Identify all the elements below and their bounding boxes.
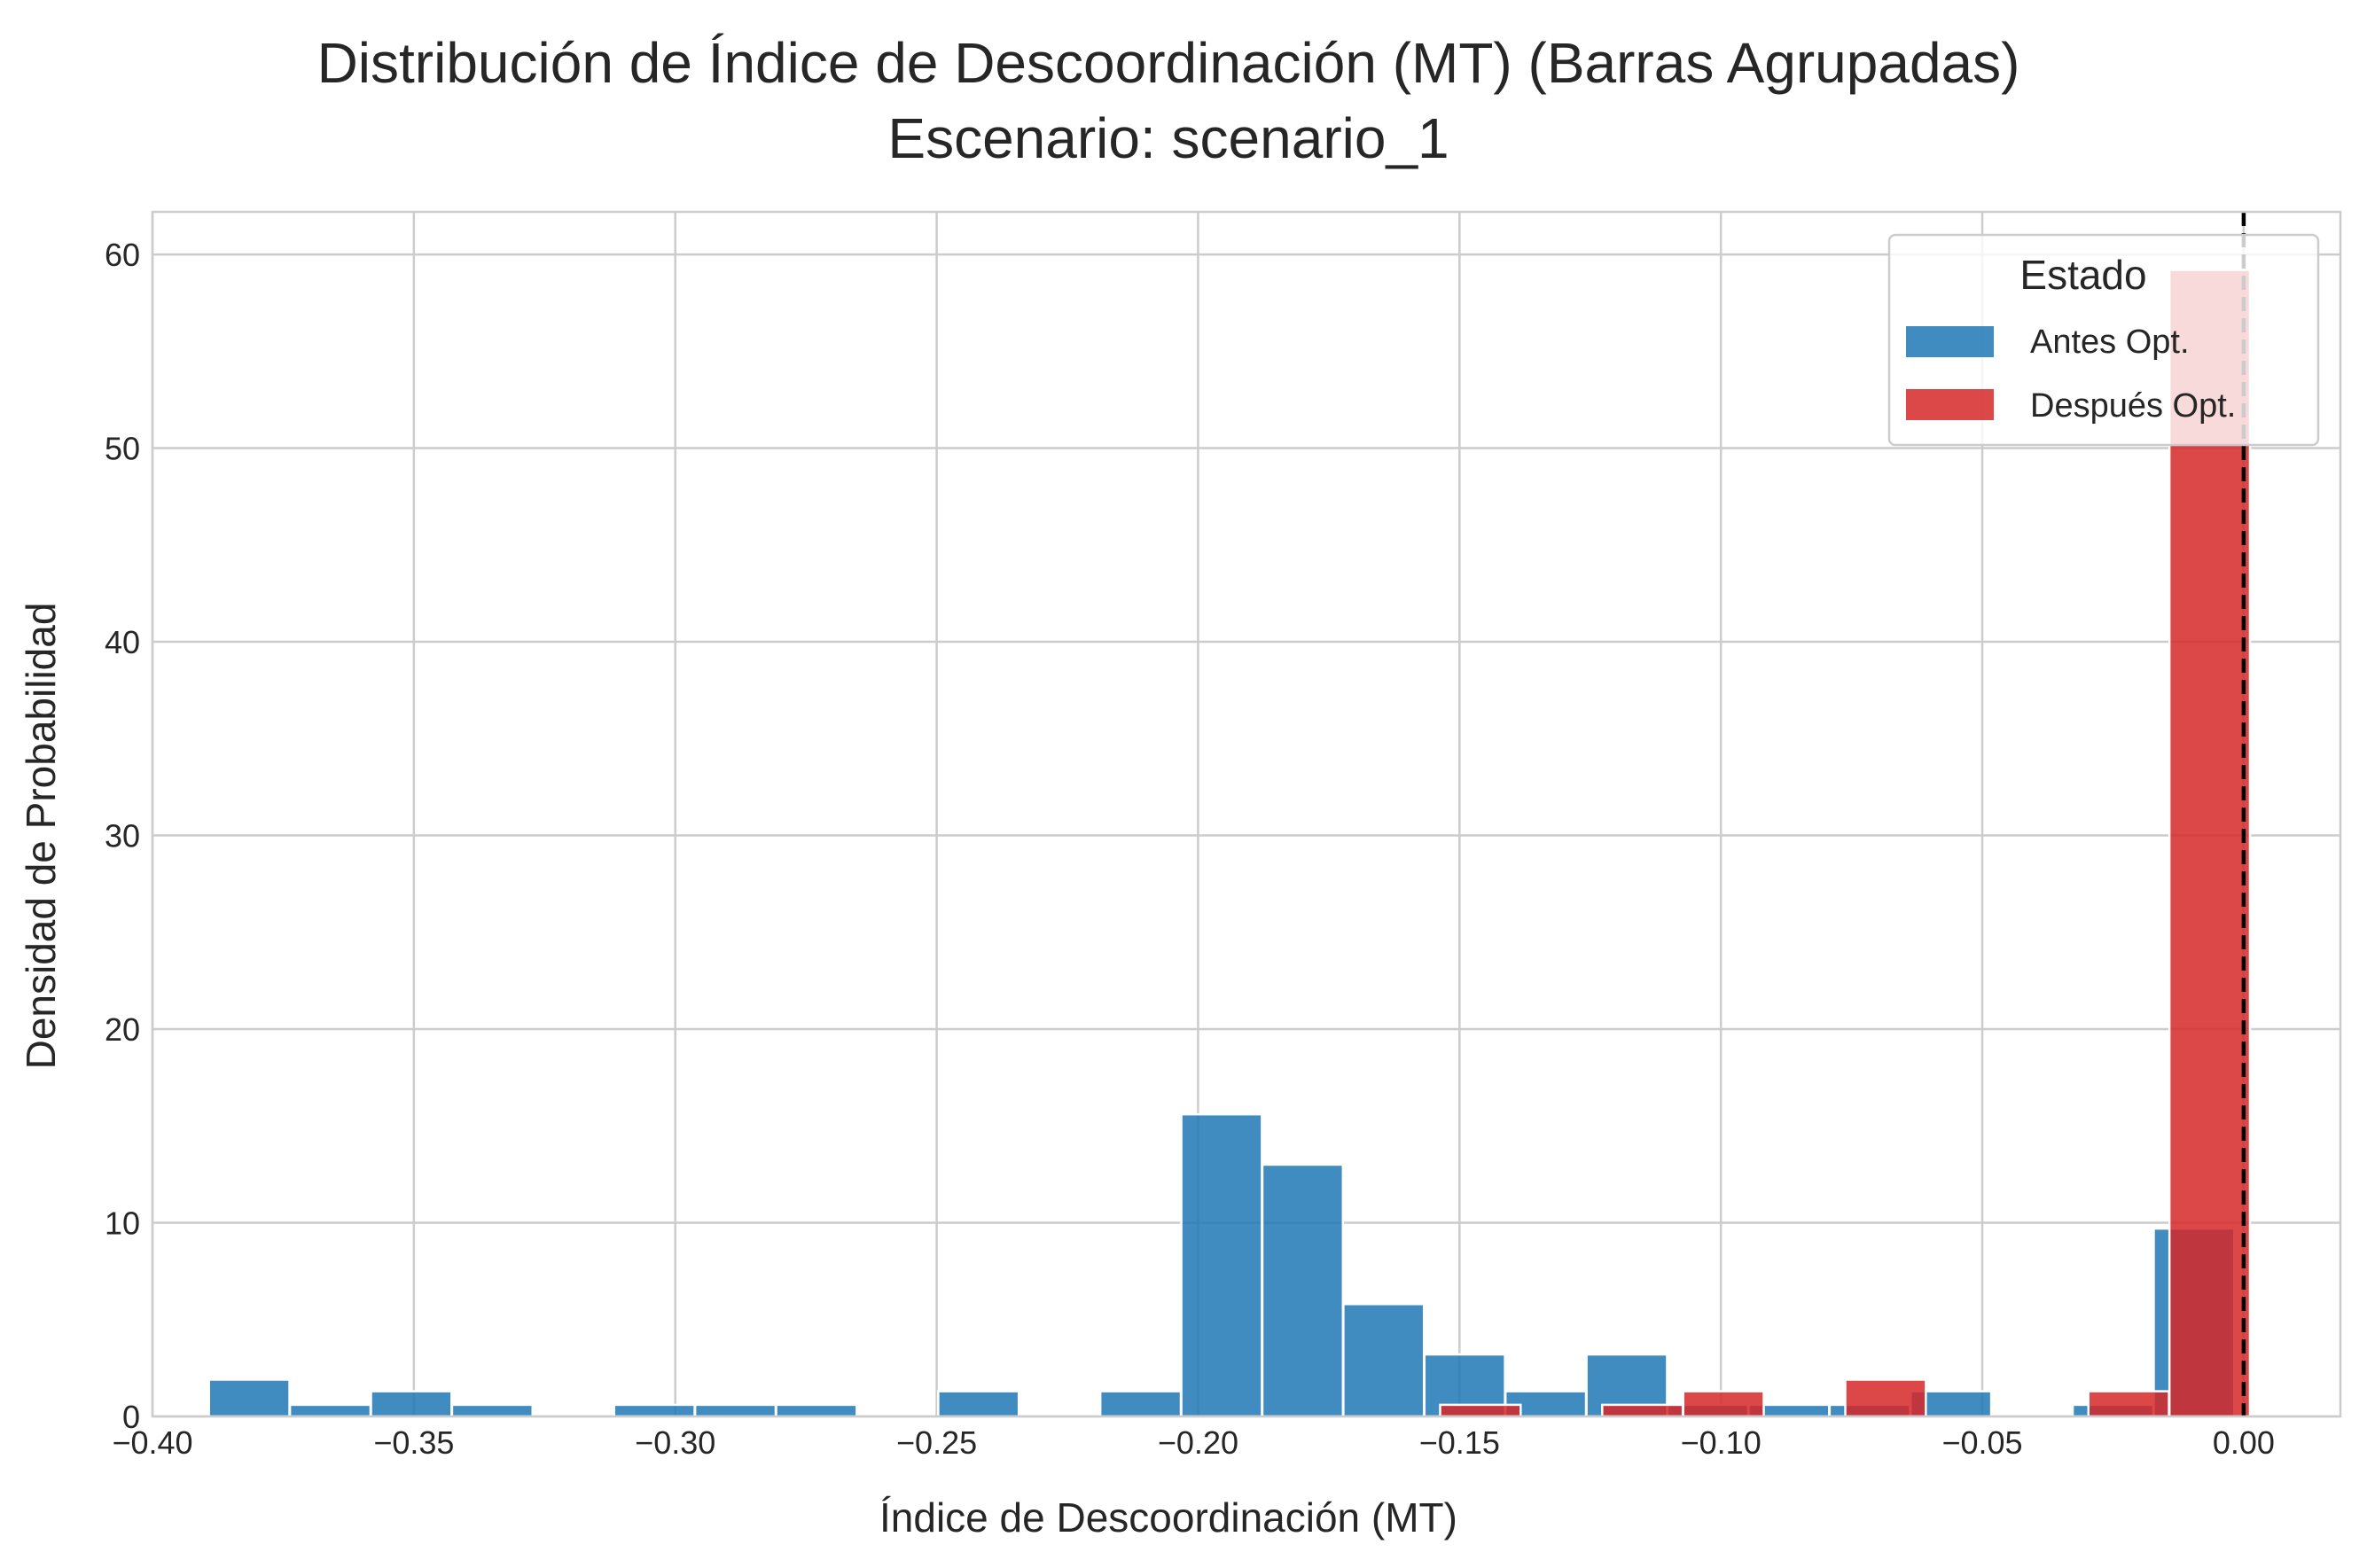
x-axis-ticks: −0.40 −0.35 −0.30 −0.25 −0.20 −0.15 −0.10 −0.05…: [112, 1424, 2274, 1461]
x-tick-label: −0.15: [1419, 1424, 1500, 1461]
x-tick-label: −0.10: [1681, 1424, 1762, 1461]
y-tick-label: 50: [105, 431, 140, 467]
bar-antes: [1261, 1163, 1345, 1418]
bar-antes: [370, 1390, 453, 1418]
x-tick-label: −0.05: [1941, 1424, 2022, 1461]
bar-antes: [693, 1403, 777, 1418]
x-tick-label: 0.00: [2213, 1424, 2275, 1461]
x-axis-label: Índice de Descoordinación (MT): [879, 1494, 1457, 1541]
x-tick-label: −0.30: [635, 1424, 715, 1461]
chart-title: Distribución de Índice de Descoordinació…: [317, 31, 2020, 95]
legend-box: [1887, 233, 2320, 447]
bar-antes: [775, 1403, 858, 1418]
x-tick-label: −0.35: [373, 1424, 454, 1461]
x-tick-label: −0.40: [112, 1424, 192, 1461]
bar-antes: [207, 1378, 291, 1418]
bar-antes: [613, 1403, 696, 1418]
legend-label-despues: Después Opt.: [2030, 387, 2236, 425]
chart-subtitle: Escenario: scenario_1: [887, 106, 1449, 170]
bar-despues: [1844, 1378, 1927, 1418]
bar-despues: [2168, 269, 2252, 1418]
y-tick-label: 40: [105, 624, 140, 660]
bar-antes: [450, 1403, 534, 1418]
bars: [207, 269, 2252, 1418]
y-tick-label: 30: [105, 818, 140, 854]
bar-antes: [1342, 1303, 1426, 1418]
y-axis-ticks: 0 10 20 30 40 50 60: [105, 237, 140, 1435]
bar-antes: [937, 1390, 1020, 1418]
legend-swatch-antes: [1906, 326, 1994, 357]
bar-despues: [1682, 1390, 1765, 1418]
bar-antes: [1180, 1112, 1263, 1418]
bar-despues: [1439, 1403, 1522, 1418]
y-tick-label: 60: [105, 237, 140, 273]
bar-antes: [288, 1403, 372, 1418]
bar-antes: [1098, 1390, 1183, 1418]
legend-swatch-despues: [1906, 389, 1994, 420]
bar-despues: [1601, 1403, 1684, 1418]
y-tick-label: 0: [122, 1399, 140, 1435]
x-tick-label: −0.25: [896, 1424, 977, 1461]
legend-label-antes: Antes Opt.: [2030, 324, 2190, 361]
y-axis-label: Densidad de Probabilidad: [18, 603, 64, 1070]
x-tick-label: −0.20: [1158, 1424, 1238, 1461]
y-tick-label: 20: [105, 1011, 140, 1048]
legend-title: Estado: [2019, 252, 2146, 298]
bar-despues: [2087, 1390, 2170, 1418]
y-tick-label: 10: [105, 1205, 140, 1242]
plot-frame: [151, 210, 2342, 1418]
legend: Estado Antes Opt. Después Opt.: [1887, 233, 2320, 447]
